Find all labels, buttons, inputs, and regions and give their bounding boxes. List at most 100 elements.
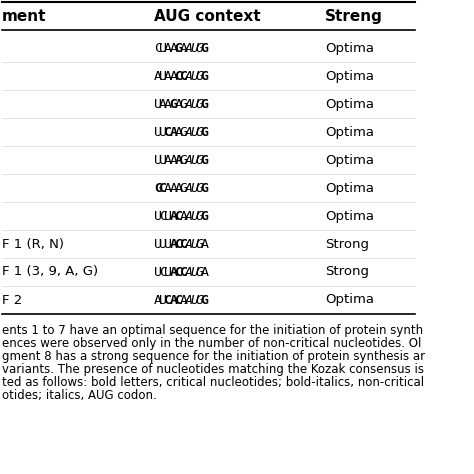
Text: A: A xyxy=(169,237,177,250)
Text: U: U xyxy=(154,98,162,110)
Text: Streng: Streng xyxy=(325,9,383,24)
Text: A: A xyxy=(174,126,182,138)
Text: Strong: Strong xyxy=(325,237,369,250)
Text: A: A xyxy=(185,98,193,110)
Text: G: G xyxy=(195,42,203,55)
Text: U: U xyxy=(190,154,198,166)
Text: G: G xyxy=(195,126,203,138)
Text: U: U xyxy=(190,70,198,82)
Text: ment: ment xyxy=(2,9,46,24)
Text: C: C xyxy=(180,237,188,250)
Text: U: U xyxy=(190,210,198,222)
Text: A: A xyxy=(169,210,177,222)
Text: Strong: Strong xyxy=(325,265,369,279)
Text: U: U xyxy=(164,237,172,250)
Text: G: G xyxy=(195,210,203,222)
Text: F 1 (3, 9, A, G): F 1 (3, 9, A, G) xyxy=(2,265,98,279)
Text: A: A xyxy=(169,126,177,138)
Text: F 2: F 2 xyxy=(2,293,22,307)
Text: gment 8 has a strong sequence for the initiation of protein synthesis ar: gment 8 has a strong sequence for the in… xyxy=(2,350,425,363)
Text: Optima: Optima xyxy=(325,293,374,307)
Text: C: C xyxy=(164,126,172,138)
Text: A: A xyxy=(169,42,177,55)
Text: C: C xyxy=(180,265,188,279)
Text: ences were observed only in the number of non-critical nucleotides. Ol: ences were observed only in the number o… xyxy=(2,337,421,350)
Text: G: G xyxy=(180,98,188,110)
Text: U: U xyxy=(154,265,162,279)
Text: Optima: Optima xyxy=(325,182,374,194)
Text: A: A xyxy=(169,293,177,307)
Text: G: G xyxy=(195,293,203,307)
Text: U: U xyxy=(164,265,172,279)
Text: G: G xyxy=(169,98,177,110)
Text: A: A xyxy=(164,98,172,110)
Text: G: G xyxy=(195,154,203,166)
Text: A: A xyxy=(185,293,193,307)
Text: G: G xyxy=(174,42,182,55)
Text: Optima: Optima xyxy=(325,70,374,82)
Text: G: G xyxy=(201,293,209,307)
Text: A: A xyxy=(154,293,162,307)
Text: U: U xyxy=(159,42,167,55)
Text: U: U xyxy=(159,126,167,138)
Text: U: U xyxy=(190,126,198,138)
Text: U: U xyxy=(190,237,198,250)
Text: A: A xyxy=(185,126,193,138)
Text: A: A xyxy=(159,98,167,110)
Text: G: G xyxy=(201,70,209,82)
Text: C: C xyxy=(174,293,182,307)
Text: U: U xyxy=(154,210,162,222)
Text: G: G xyxy=(195,182,203,194)
Text: U: U xyxy=(159,70,167,82)
Text: otides; italics, AUG codon.: otides; italics, AUG codon. xyxy=(2,389,156,402)
Text: G: G xyxy=(195,70,203,82)
Text: G: G xyxy=(201,98,209,110)
Text: C: C xyxy=(159,265,167,279)
Text: Optima: Optima xyxy=(325,42,374,55)
Text: A: A xyxy=(180,293,188,307)
Text: G: G xyxy=(180,126,188,138)
Text: A: A xyxy=(169,154,177,166)
Text: U: U xyxy=(159,293,167,307)
Text: G: G xyxy=(201,154,209,166)
Text: G: G xyxy=(201,126,209,138)
Text: Optima: Optima xyxy=(325,98,374,110)
Text: AUG context: AUG context xyxy=(154,9,260,24)
Text: A: A xyxy=(201,237,209,250)
Text: A: A xyxy=(180,210,188,222)
Text: A: A xyxy=(164,70,172,82)
Text: C: C xyxy=(174,237,182,250)
Text: C: C xyxy=(154,42,162,55)
Text: U: U xyxy=(190,293,198,307)
Text: U: U xyxy=(190,265,198,279)
Text: C: C xyxy=(174,210,182,222)
Text: C: C xyxy=(174,265,182,279)
Text: Optima: Optima xyxy=(325,126,374,138)
Text: U: U xyxy=(159,237,167,250)
Text: Optima: Optima xyxy=(325,210,374,222)
Text: variants. The presence of nucleotides matching the Kozak consensus is: variants. The presence of nucleotides ma… xyxy=(2,363,424,376)
Text: A: A xyxy=(185,237,193,250)
Text: C: C xyxy=(174,70,182,82)
Text: F 1 (R, N): F 1 (R, N) xyxy=(2,237,64,250)
Text: A: A xyxy=(164,42,172,55)
Text: A: A xyxy=(169,70,177,82)
Text: U: U xyxy=(164,210,172,222)
Text: G: G xyxy=(201,210,209,222)
Text: A: A xyxy=(185,70,193,82)
Text: A: A xyxy=(185,42,193,55)
Text: A: A xyxy=(164,182,172,194)
Text: A: A xyxy=(174,182,182,194)
Text: A: A xyxy=(174,98,182,110)
Text: C: C xyxy=(159,182,167,194)
Text: G: G xyxy=(180,154,188,166)
Text: A: A xyxy=(169,182,177,194)
Text: A: A xyxy=(201,265,209,279)
Text: A: A xyxy=(185,154,193,166)
Text: U: U xyxy=(190,42,198,55)
Text: G: G xyxy=(154,182,162,194)
Text: A: A xyxy=(174,154,182,166)
Text: C: C xyxy=(164,293,172,307)
Text: U: U xyxy=(154,126,162,138)
Text: U: U xyxy=(190,98,198,110)
